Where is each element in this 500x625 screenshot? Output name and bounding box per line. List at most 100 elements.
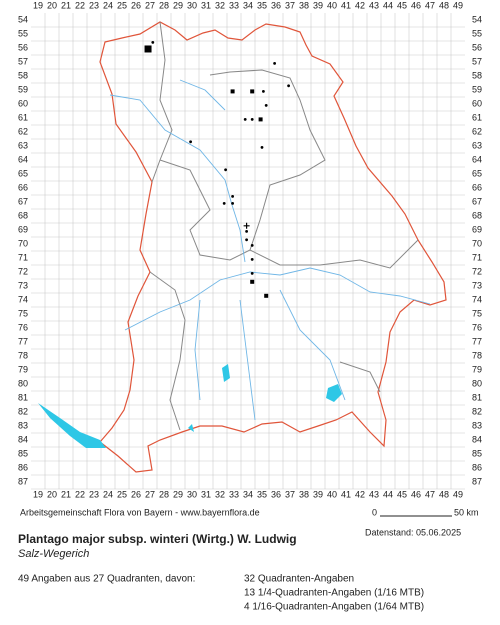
column-label: 40 <box>327 489 337 499</box>
row-label: 65 <box>472 168 482 178</box>
row-label: 84 <box>18 434 28 444</box>
column-label: 43 <box>369 489 379 499</box>
row-label: 66 <box>18 182 28 192</box>
row-label: 72 <box>18 266 28 276</box>
points <box>144 41 290 298</box>
state-border <box>99 21 447 473</box>
marker-square <box>250 279 255 284</box>
credit: Arbeitsgemeinschaft Flora von Bayern - w… <box>20 507 260 517</box>
row-label: 78 <box>18 350 28 360</box>
marker-dot <box>231 202 235 205</box>
stats-summary: 49 Angaben aus 27 Quadranten, davon: <box>18 574 195 585</box>
column-label: 35 <box>257 489 267 499</box>
row-label: 87 <box>472 476 482 486</box>
row-label: 86 <box>472 462 482 472</box>
row-label: 77 <box>18 336 28 346</box>
stats-line: 32 Quadranten-Angaben <box>244 574 354 585</box>
row-label: 62 <box>18 126 28 136</box>
column-label: 40 <box>327 0 337 10</box>
column-label: 37 <box>285 0 295 10</box>
row-label: 73 <box>18 280 28 290</box>
column-label: 24 <box>103 0 113 10</box>
marker-dot <box>287 84 290 88</box>
column-label: 37 <box>285 489 295 499</box>
column-label: 48 <box>439 0 449 10</box>
row-label: 69 <box>18 224 28 234</box>
row-label: 86 <box>18 462 28 472</box>
date: Datenstand: 05.06.2025 <box>365 527 461 537</box>
row-label: 70 <box>472 238 482 248</box>
row-label: 58 <box>472 70 482 80</box>
column-label: 26 <box>131 489 141 499</box>
stats-line: 13 1/4-Quadranten-Angaben (1/16 MTB) <box>244 588 424 599</box>
marker-dot <box>245 230 249 233</box>
row-label: 61 <box>472 112 482 122</box>
marker-dot <box>250 272 254 275</box>
row-label: 69 <box>472 224 482 234</box>
row-label: 55 <box>18 28 28 38</box>
row-label: 74 <box>18 294 28 304</box>
row-label: 71 <box>472 252 482 262</box>
marker-dot <box>243 118 247 121</box>
marker-dot <box>250 244 254 247</box>
row-label: 74 <box>472 294 482 304</box>
row-label: 58 <box>18 70 28 80</box>
column-label: 45 <box>397 489 407 499</box>
marker-dot <box>264 104 268 107</box>
row-label: 64 <box>18 154 28 164</box>
column-label: 25 <box>117 489 127 499</box>
column-label: 23 <box>89 0 99 10</box>
marker-dot <box>151 41 155 44</box>
row-label: 81 <box>472 392 482 402</box>
column-label: 44 <box>383 489 393 499</box>
row-label: 87 <box>18 476 28 486</box>
column-label: 25 <box>117 0 127 10</box>
row-label: 68 <box>18 210 28 220</box>
row-label: 79 <box>18 364 28 374</box>
marker-square <box>258 117 263 122</box>
row-label: 63 <box>18 140 28 150</box>
row-label: 64 <box>472 154 482 164</box>
row-label: 59 <box>472 84 482 94</box>
marker-dot <box>273 62 276 65</box>
row-label: 54 <box>18 14 28 24</box>
row-label: 63 <box>472 140 482 150</box>
column-label: 22 <box>75 489 85 499</box>
column-label: 20 <box>47 489 57 499</box>
column-label: 41 <box>341 489 351 499</box>
column-label: 45 <box>397 0 407 10</box>
row-label: 65 <box>18 168 28 178</box>
scale-end: 50 km <box>454 507 479 517</box>
column-label: 42 <box>355 0 365 10</box>
column-label: 42 <box>355 489 365 499</box>
column-label: 39 <box>313 0 323 10</box>
column-label: 24 <box>103 489 113 499</box>
lake <box>38 403 106 448</box>
lake <box>188 364 342 432</box>
row-label: 76 <box>18 322 28 332</box>
row-label: 84 <box>472 434 482 444</box>
row-label: 55 <box>472 28 482 38</box>
row-label: 83 <box>472 420 482 430</box>
column-label: 28 <box>159 0 169 10</box>
marker-dot <box>231 195 235 198</box>
column-label: 35 <box>257 0 267 10</box>
row-label: 56 <box>18 42 28 52</box>
scale-start: 0 <box>372 507 377 517</box>
marker-dot <box>189 140 193 144</box>
row-label: 75 <box>18 308 28 318</box>
column-label: 48 <box>439 489 449 499</box>
column-label: 31 <box>201 489 211 499</box>
row-label: 60 <box>472 98 482 108</box>
stats-line: 4 1/16-Quadranten-Angaben (1/64 MTB) <box>244 602 424 613</box>
marker-dot <box>262 90 265 93</box>
column-label: 44 <box>383 0 393 10</box>
column-label: 28 <box>159 489 169 499</box>
row-label: 80 <box>472 378 482 388</box>
marker-square <box>264 293 269 298</box>
marker-square <box>230 89 235 94</box>
column-label: 21 <box>61 0 71 10</box>
column-label: 47 <box>425 0 435 10</box>
column-label: 29 <box>173 0 183 10</box>
row-label: 60 <box>18 98 28 108</box>
